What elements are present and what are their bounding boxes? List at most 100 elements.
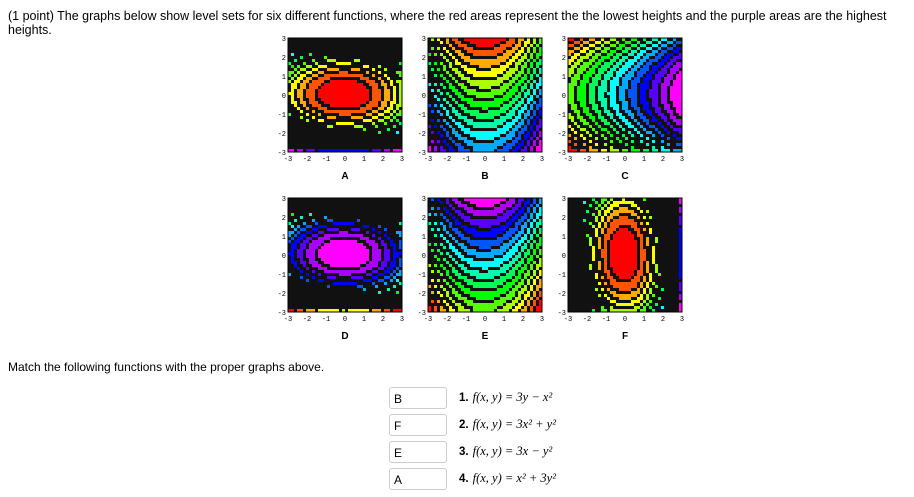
- contour-cell: [357, 228, 361, 232]
- contour-cell: [378, 110, 382, 114]
- contour-cell: [333, 41, 337, 45]
- contour-cell: [372, 122, 376, 126]
- contour-cell: [446, 77, 450, 81]
- contour-cell: [449, 86, 453, 90]
- contour-cell: [634, 149, 638, 153]
- contour-cell: [568, 125, 572, 129]
- contour-cell: [533, 107, 537, 111]
- contour-cell: [455, 137, 459, 141]
- contour-cell: [583, 38, 587, 42]
- contour-cell: [312, 149, 316, 153]
- contour-cell: [479, 83, 483, 87]
- contour-cell: [676, 98, 680, 102]
- contour-cell: [482, 95, 486, 99]
- contour-cell: [348, 119, 352, 123]
- contour-cell: [369, 231, 373, 235]
- contour-cell: [437, 38, 441, 42]
- contour-cell: [291, 110, 295, 114]
- contour-cell: [396, 74, 400, 78]
- contour-cell: [536, 71, 540, 75]
- contour-cell: [288, 71, 292, 75]
- contour-cell: [577, 86, 581, 90]
- contour-cell: [369, 219, 373, 223]
- contour-cell: [643, 125, 647, 129]
- contour-cell: [667, 50, 671, 54]
- contour-cell: [619, 89, 623, 93]
- contour-cell: [297, 134, 301, 138]
- contour-cell: [637, 110, 641, 114]
- contour-cell: [479, 110, 483, 114]
- contour-cell: [354, 122, 358, 126]
- contour-cell: [363, 134, 367, 138]
- contour-cell: [443, 119, 447, 123]
- contour-cell: [518, 47, 522, 51]
- contour-cell: [676, 101, 680, 105]
- contour-cell: [589, 137, 593, 141]
- contour-cell: [443, 47, 447, 51]
- contour-cell: [378, 149, 382, 153]
- contour-cell: [369, 53, 373, 57]
- contour-cell: [318, 137, 322, 141]
- contour-cell: [652, 92, 656, 96]
- contour-cell: [592, 95, 596, 99]
- contour-cell: [330, 216, 334, 220]
- contour-cell: [360, 41, 364, 45]
- contour-cell: [533, 116, 537, 120]
- contour-cell: [318, 119, 322, 123]
- contour-cell: [589, 92, 593, 96]
- contour-cell: [515, 116, 519, 120]
- contour-cell: [339, 128, 343, 132]
- contour-cell: [670, 80, 674, 84]
- contour-cell: [673, 140, 677, 144]
- contour-cell: [288, 95, 292, 99]
- contour-cell: [580, 137, 584, 141]
- contour-cell: [613, 86, 617, 90]
- contour-cell: [431, 134, 435, 138]
- contour-cell: [515, 107, 519, 111]
- contour-cell: [300, 74, 304, 78]
- contour-cell: [375, 137, 379, 141]
- contour-cell: [378, 213, 382, 217]
- contour-cell: [452, 86, 456, 90]
- contour-cell: [664, 95, 668, 99]
- contour-cell: [452, 80, 456, 84]
- contour-cell: [309, 204, 313, 208]
- contour-cell: [530, 83, 534, 87]
- contour-cell: [345, 104, 349, 108]
- contour-cell: [396, 243, 400, 247]
- contour-cell: [369, 207, 373, 211]
- contour-cell: [360, 62, 364, 66]
- contour-cell: [500, 41, 504, 45]
- contour-cell: [616, 65, 620, 69]
- contour-cell: [643, 134, 647, 138]
- contour-cell: [509, 74, 513, 78]
- contour-cell: [354, 113, 358, 117]
- contour-cell: [321, 234, 325, 238]
- contour-cell: [318, 41, 322, 45]
- contour-cell: [387, 231, 391, 235]
- contour-cell: [500, 47, 504, 51]
- contour-cell: [396, 50, 400, 54]
- contour-cell: [351, 98, 355, 102]
- contour-cell: [390, 216, 394, 220]
- contour-cell: [637, 104, 641, 108]
- contour-cell: [357, 110, 361, 114]
- contour-cell: [583, 143, 587, 147]
- contour-cell: [375, 225, 379, 229]
- contour-cell: [309, 56, 313, 60]
- contour-cell: [393, 222, 397, 226]
- contour-cell: [524, 101, 528, 105]
- contour-cell: [628, 38, 632, 42]
- contour-cell: [628, 113, 632, 117]
- contour-cell: [500, 149, 504, 153]
- contour-cell: [610, 80, 614, 84]
- contour-cell: [375, 243, 379, 247]
- contour-cell: [372, 134, 376, 138]
- contour-cell: [297, 113, 301, 117]
- contour-cell: [676, 128, 680, 132]
- contour-cell: [500, 137, 504, 141]
- contour-cell: [387, 101, 391, 105]
- contour-cell: [625, 122, 629, 126]
- contour-cell: [622, 137, 626, 141]
- contour-cell: [509, 44, 513, 48]
